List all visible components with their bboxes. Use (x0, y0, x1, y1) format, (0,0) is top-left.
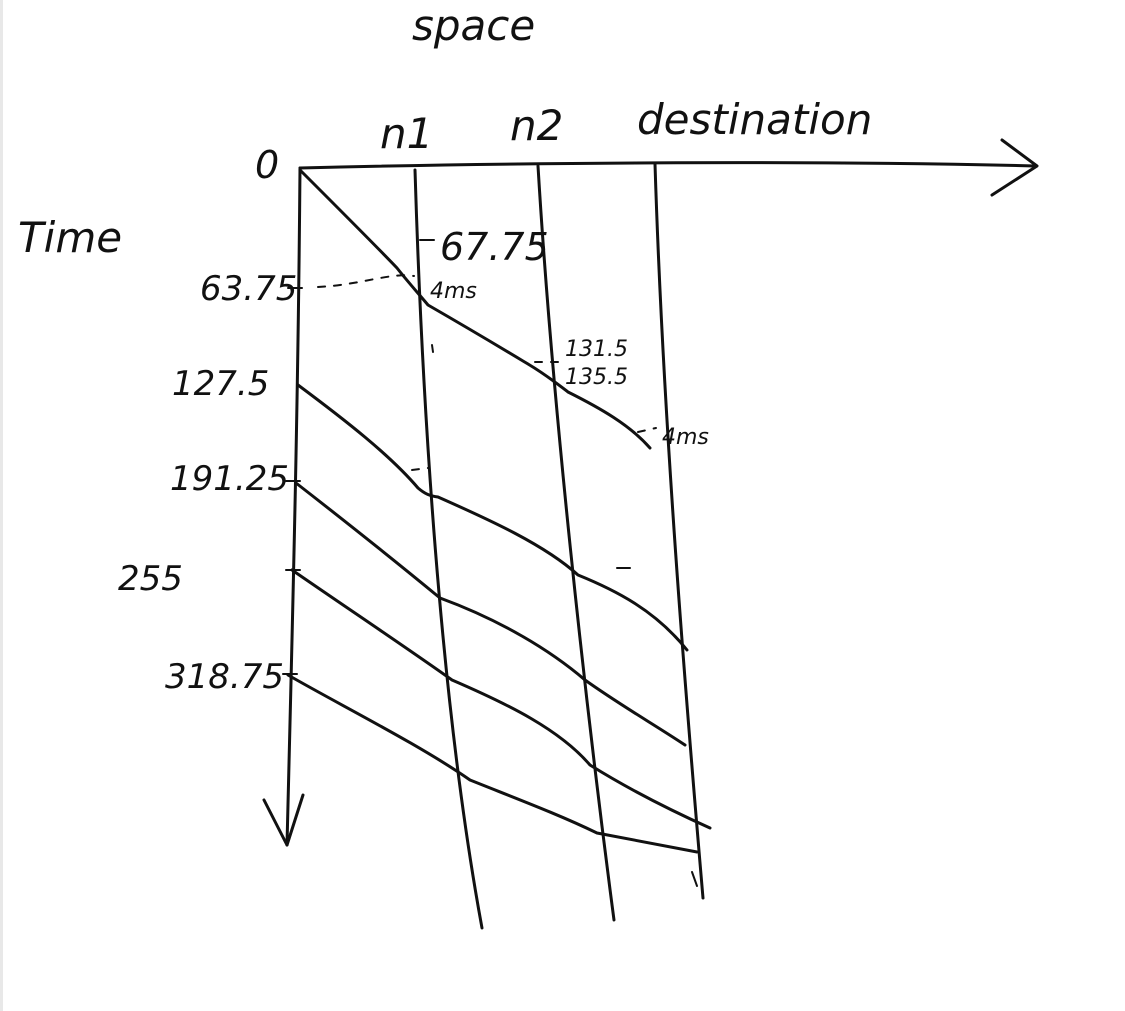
timeline-n2 (538, 166, 614, 920)
packet-path (300, 170, 650, 448)
column-label-destination: destination (637, 95, 872, 144)
annotation-n2-departure: 135.5 (565, 365, 628, 390)
space-axis-arrowhead (992, 140, 1037, 195)
origin-label: 0 (255, 143, 279, 187)
time-axis-arrowhead (264, 795, 303, 845)
column-label-n2: n2 (510, 101, 563, 150)
stray-mark (432, 345, 433, 352)
annotation-n1-arrival: 67.75 (440, 225, 549, 269)
time-tick-label: 255 (118, 559, 183, 599)
packet-path (298, 385, 687, 650)
time-tick-label: 127.5 (172, 364, 269, 404)
column-label-n1: n1 (380, 109, 433, 158)
timeline-destination (655, 164, 703, 898)
time-axis-title: Time (18, 213, 122, 262)
packet-path (288, 675, 697, 852)
time-tick-label: 191.25 (170, 459, 289, 499)
annotation-destination-delay: 4ms (662, 425, 709, 450)
time-tick-label: 318.75 (165, 657, 284, 697)
space-axis-title: space (412, 1, 535, 50)
annotation-n2-arrival: 131.5 (565, 337, 628, 362)
leader-line (412, 468, 428, 470)
destination-end-tick (692, 872, 697, 886)
space-axis-line (300, 163, 1035, 168)
leader-line (318, 275, 414, 287)
packet-path (292, 570, 710, 828)
leader-line (638, 428, 656, 432)
time-tick-label: 63.75 (200, 269, 297, 309)
annotation-n1-delay: 4ms (430, 279, 477, 304)
